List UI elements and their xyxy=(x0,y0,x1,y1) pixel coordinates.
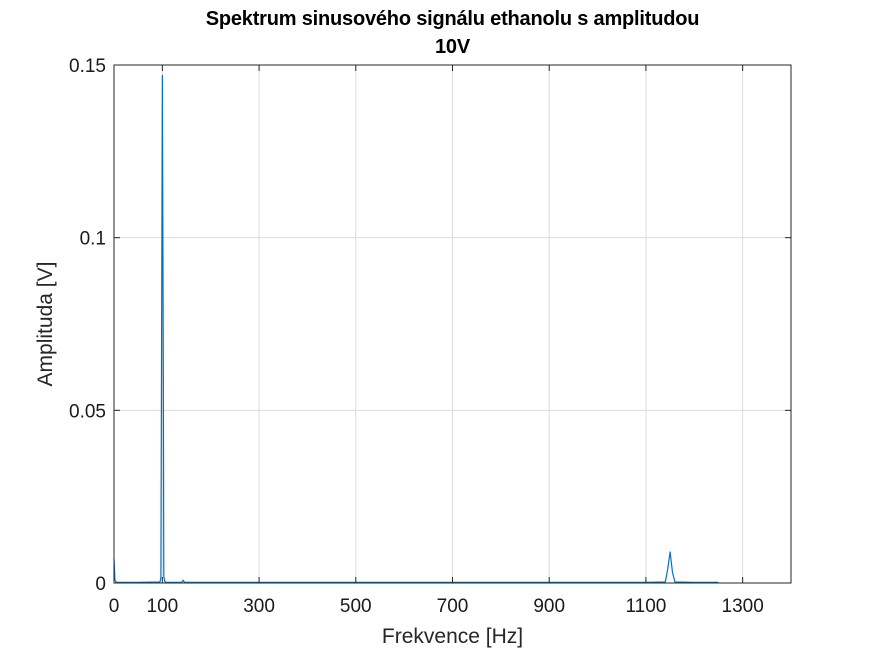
y-axis-label: Amplituda [V] xyxy=(34,262,57,387)
series-layer xyxy=(113,74,719,583)
ticks xyxy=(113,64,791,584)
series-line xyxy=(113,74,719,583)
x-axis-label: Frekvence [Hz] xyxy=(382,625,523,648)
y-tick-label: 0.05 xyxy=(69,401,106,422)
x-tick-label: 0 xyxy=(109,596,120,617)
grid xyxy=(113,64,791,584)
x-tick-label: 500 xyxy=(340,596,372,617)
chart-title-line-1: Spektrum sinusového signálu ethanolu s a… xyxy=(205,8,700,30)
tick-labels: 0 100 300 500 700 900 1100 1300 0 0.05 0.1 0.15 xyxy=(69,56,764,617)
chart-title-line-2: 10V xyxy=(435,36,470,58)
y-tick-label: 0 xyxy=(95,574,106,595)
x-tick-label: 100 xyxy=(147,596,179,617)
y-tick-label: 0.1 xyxy=(80,229,106,250)
x-tick-label: 700 xyxy=(437,596,469,617)
y-tick-label: 0.15 xyxy=(69,56,106,77)
x-tick-label: 900 xyxy=(533,596,565,617)
x-tick-label: 1300 xyxy=(722,596,764,617)
x-tick-label: 300 xyxy=(243,596,275,617)
x-tick-label: 1100 xyxy=(625,596,666,617)
